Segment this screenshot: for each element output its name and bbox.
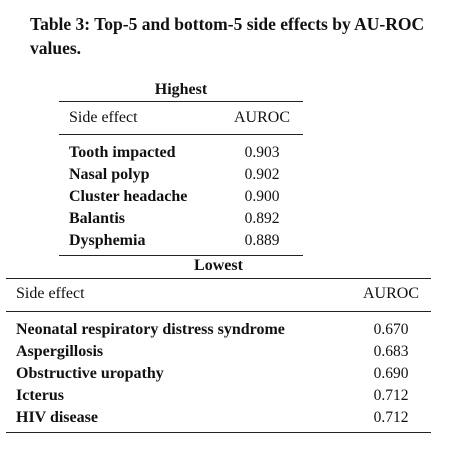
side-effect-cell: Neonatal respiratory distress syndrome	[6, 311, 351, 341]
side-effect-cell: Cluster headache	[69, 188, 188, 205]
side-effect-cell: Dysphemia	[69, 232, 146, 249]
lowest-grid: Side effect AUROC Neonatal respiratory d…	[6, 278, 431, 432]
table-row: Neonatal respiratory distress syndrome 0…	[6, 311, 431, 341]
side-effect-cell: Balantis	[69, 210, 126, 227]
auroc-cell: 0.712	[373, 409, 409, 426]
table-row: Aspergillosis 0.683	[6, 341, 431, 363]
side-effect-cell: HIV disease	[16, 409, 98, 426]
auroc-cell: 0.889	[244, 232, 280, 249]
lowest-heading: Lowest	[194, 257, 243, 274]
auroc-cell: 0.902	[244, 166, 280, 183]
table-caption: Table 3: Top-5 and bottom-5 side effects…	[30, 14, 425, 58]
column-header-auroc: AUROC	[221, 101, 303, 135]
table-row: Balantis 0.892	[59, 208, 303, 230]
side-effect-cell: Aspergillosis	[16, 343, 104, 360]
side-effect-cell: Tooth impacted	[59, 134, 221, 164]
auroc-cell: 0.903	[221, 134, 303, 164]
auroc-cell: 0.892	[244, 210, 280, 227]
lowest-table: Lowest Side effect AUROC Neonatal respir…	[6, 256, 431, 433]
highest-grid: Side effect AUROC Tooth impacted 0.903 N…	[59, 101, 303, 255]
side-effect-cell: Icterus	[16, 387, 64, 404]
table-row: Icterus 0.712	[6, 385, 431, 407]
column-header-auroc: AUROC	[351, 278, 431, 312]
table-row: Nasal polyp 0.902	[59, 164, 303, 186]
bottom-rule	[6, 432, 431, 433]
auroc-cell: 0.683	[373, 343, 409, 360]
table-row: Tooth impacted 0.903	[59, 134, 303, 164]
bottom-rule	[59, 255, 303, 256]
table-row: Cluster headache 0.900	[59, 186, 303, 208]
table-row: Obstructive uropathy 0.690	[6, 363, 431, 385]
side-effect-cell: Nasal polyp	[69, 166, 150, 183]
auroc-cell: 0.712	[373, 387, 409, 404]
table-header-row: Side effect AUROC	[6, 278, 431, 312]
auroc-cell: 0.900	[244, 188, 280, 205]
auroc-cell: 0.690	[373, 365, 409, 382]
table-row: HIV disease 0.712	[6, 407, 431, 432]
table-header-row: Side effect AUROC	[59, 101, 303, 135]
auroc-cell: 0.670	[351, 311, 431, 341]
highest-heading: Highest	[154, 81, 208, 98]
column-header-side-effect: Side effect	[6, 278, 351, 312]
table-row: Dysphemia 0.889	[59, 230, 303, 255]
side-effect-cell: Obstructive uropathy	[16, 365, 164, 382]
highest-table: Highest Side effect AUROC Tooth impacted…	[59, 80, 303, 256]
column-header-side-effect: Side effect	[59, 101, 221, 135]
